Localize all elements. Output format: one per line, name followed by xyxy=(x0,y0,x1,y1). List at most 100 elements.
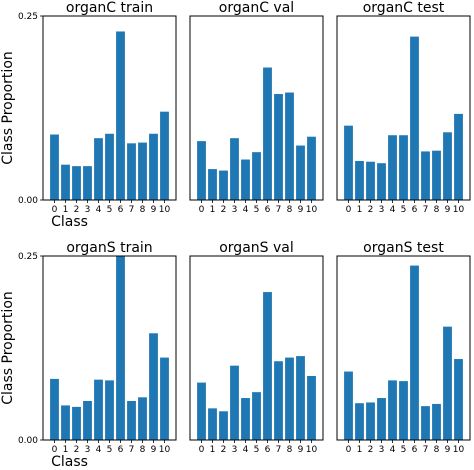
bar-4 xyxy=(241,159,250,200)
bar-6 xyxy=(410,36,419,200)
x-tick-label: 7 xyxy=(423,445,429,455)
bar-3 xyxy=(83,166,92,200)
x-tick-label: 10 xyxy=(453,445,465,455)
bar-3 xyxy=(83,400,92,440)
bar-10 xyxy=(160,111,169,200)
x-tick-label: 3 xyxy=(232,205,238,215)
bar-6 xyxy=(410,265,419,440)
chart-panel-5: organS test 0 1 2 3 4 5 6 7 8 9 10 xyxy=(336,240,471,455)
bar-0 xyxy=(50,378,59,440)
x-tick-label: 10 xyxy=(453,205,465,215)
bar-8 xyxy=(285,357,294,440)
x-tick-label: 1 xyxy=(357,445,363,455)
bar-8 xyxy=(432,150,441,200)
plot-frame xyxy=(189,15,324,201)
bar-5 xyxy=(105,380,114,440)
x-tick-label: 4 xyxy=(390,205,396,215)
bar-6 xyxy=(263,67,272,201)
x-tick-label: 4 xyxy=(96,205,102,215)
bar-0 xyxy=(50,134,59,200)
x-axis-label: Class xyxy=(51,214,88,230)
panel-title: organC val xyxy=(219,0,294,16)
bar-8 xyxy=(138,397,147,440)
bar-7 xyxy=(421,151,430,200)
bar-9 xyxy=(149,133,158,200)
bar-6 xyxy=(263,292,272,440)
x-tick-label: 9 xyxy=(445,445,451,455)
x-tick-label: 4 xyxy=(96,445,102,455)
panel-title: organC train xyxy=(66,0,153,16)
plot-frame xyxy=(42,15,177,201)
bar-4 xyxy=(94,379,103,440)
x-tick-label: 3 xyxy=(85,205,91,215)
bar-10 xyxy=(454,113,463,200)
bar-1 xyxy=(208,408,217,440)
bar-4 xyxy=(388,380,397,440)
plot-frame xyxy=(42,255,177,441)
x-tick-label: 5 xyxy=(401,205,407,215)
bar-7 xyxy=(127,400,136,440)
x-tick-label: 6 xyxy=(412,445,418,455)
x-tick-label: 6 xyxy=(265,205,271,215)
panel-title: organC test xyxy=(363,0,445,16)
x-tick-label: 8 xyxy=(434,445,440,455)
bar-3 xyxy=(230,365,239,440)
x-tick-label: 4 xyxy=(390,445,396,455)
bar-5 xyxy=(105,133,114,200)
bar-7 xyxy=(127,143,136,200)
bar-10 xyxy=(160,357,169,440)
x-tick-label: 3 xyxy=(85,445,91,455)
chart-panel-1: organC val 0 1 2 3 4 5 6 7 8 9 10 xyxy=(189,0,324,215)
chart-panel-4: organS val 0 1 2 3 4 5 6 7 8 9 10 xyxy=(189,240,324,455)
x-tick-label: 9 xyxy=(151,445,157,455)
x-tick-label: 6 xyxy=(118,205,124,215)
bar-1 xyxy=(61,164,70,200)
y-axis-label: Class Proportion xyxy=(0,51,16,165)
x-tick-label: 10 xyxy=(159,445,171,455)
bar-3 xyxy=(377,398,386,440)
bar-9 xyxy=(296,356,305,440)
x-tick-label: 9 xyxy=(298,445,304,455)
bar-5 xyxy=(399,135,408,200)
x-tick-label: 9 xyxy=(151,205,157,215)
bar-1 xyxy=(355,160,364,200)
x-axis-label: Class xyxy=(51,454,88,470)
x-tick-label: 0 xyxy=(52,205,58,215)
x-tick-label: 0 xyxy=(346,205,352,215)
panel-title: organS train xyxy=(66,240,152,256)
bar-2 xyxy=(219,411,228,440)
x-tick-label: 7 xyxy=(276,205,282,215)
bar-9 xyxy=(296,145,305,200)
x-tick-label: 5 xyxy=(401,445,407,455)
x-tick-label: 5 xyxy=(254,205,260,215)
x-tick-label: 0 xyxy=(199,205,205,215)
bar-8 xyxy=(285,92,294,200)
plot-frame xyxy=(336,255,471,441)
y-tick-label: 0.00 xyxy=(18,436,38,446)
bar-8 xyxy=(138,142,147,200)
x-tick-label: 0 xyxy=(52,445,58,455)
x-tick-label: 10 xyxy=(306,205,318,215)
bar-0 xyxy=(344,125,353,200)
x-tick-label: 1 xyxy=(210,445,216,455)
x-tick-label: 3 xyxy=(379,445,385,455)
bar-2 xyxy=(366,161,375,200)
bar-9 xyxy=(443,132,452,200)
bar-10 xyxy=(454,359,463,440)
x-tick-label: 8 xyxy=(140,445,146,455)
plot-frame xyxy=(336,15,471,201)
x-tick-label: 7 xyxy=(276,445,282,455)
x-tick-label: 1 xyxy=(63,205,69,215)
bar-0 xyxy=(344,371,353,440)
x-tick-label: 2 xyxy=(368,445,374,455)
x-tick-label: 5 xyxy=(107,205,113,215)
x-tick-label: 1 xyxy=(210,205,216,215)
bar-1 xyxy=(61,405,70,440)
bar-6 xyxy=(116,256,125,440)
bar-9 xyxy=(443,326,452,440)
bar-4 xyxy=(94,138,103,200)
y-tick-label: 0.25 xyxy=(18,12,38,22)
bar-5 xyxy=(399,381,408,440)
x-tick-label: 6 xyxy=(412,205,418,215)
x-tick-label: 6 xyxy=(265,445,271,455)
